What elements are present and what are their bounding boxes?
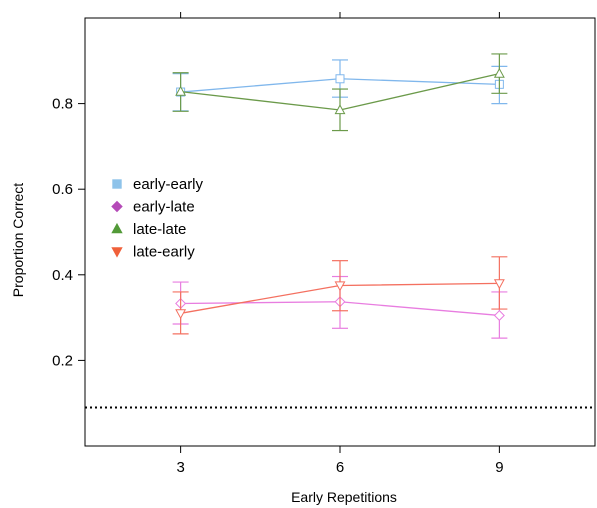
y-tick-label: 0.6 xyxy=(52,181,73,198)
data-point-early-late xyxy=(493,309,505,321)
legend-marker-late-early xyxy=(111,247,123,258)
legend-label-late-late: late-late xyxy=(133,221,186,238)
x-axis-title: Early Repetitions xyxy=(291,489,397,505)
data-point-late-late xyxy=(175,85,187,96)
legend-label-early-late: early-late xyxy=(133,199,195,216)
data-point-late-early xyxy=(493,279,505,290)
legend-label-late-early: late-early xyxy=(133,244,195,261)
x-tick-label: 3 xyxy=(176,459,184,476)
y-tick-label: 0.8 xyxy=(52,96,73,113)
x-tick-label: 9 xyxy=(495,459,503,476)
data-point-late-early xyxy=(175,309,187,320)
y-tick-label: 0.4 xyxy=(52,267,73,284)
legend-label-early-early: early-early xyxy=(133,176,204,193)
x-tick-label: 6 xyxy=(336,459,344,476)
data-point-late-late xyxy=(334,104,346,115)
legend-marker-early-early xyxy=(112,179,122,189)
data-point-early-early xyxy=(335,74,345,84)
legend-marker-early-late xyxy=(111,200,123,213)
legend-marker-late-late xyxy=(111,222,123,234)
y-tick-label: 0.2 xyxy=(52,352,73,369)
data-point-late-late xyxy=(493,67,505,78)
y-axis-title: Proportion Correct xyxy=(10,183,26,297)
data-point-late-early xyxy=(334,281,346,292)
